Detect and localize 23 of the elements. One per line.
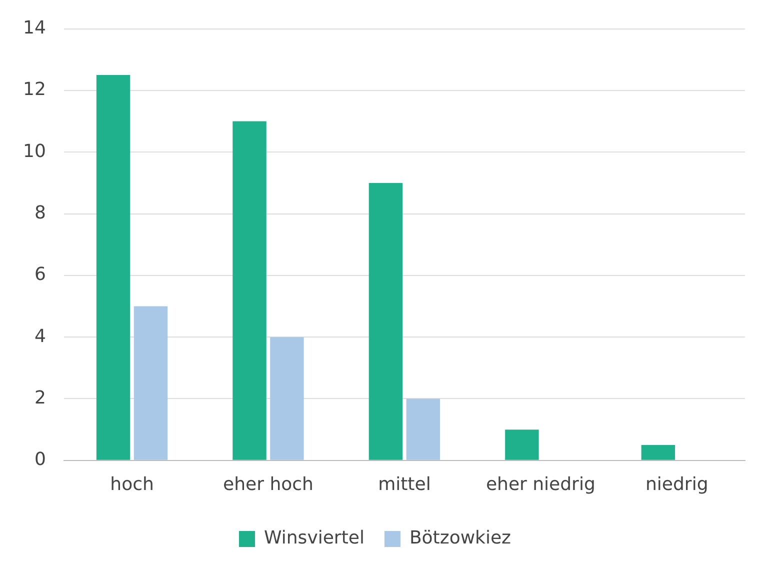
x-tick-label: mittel — [378, 474, 431, 495]
bar — [270, 337, 304, 460]
y-tick-label: 2 — [34, 387, 46, 408]
y-tick-label: 10 — [23, 140, 46, 162]
bar — [406, 398, 440, 460]
y-tick-label: 4 — [34, 326, 46, 347]
bar — [134, 306, 168, 460]
x-tick-label: niedrig — [646, 474, 708, 495]
legend-label: Bötzowkiez — [409, 528, 512, 549]
legend-label: Winsviertel — [264, 528, 364, 549]
y-tick-label: 0 — [34, 449, 46, 470]
y-tick-label: 8 — [34, 202, 46, 224]
y-tick-label: 14 — [23, 17, 46, 38]
y-tick-label: 12 — [23, 79, 46, 100]
x-tick-label: hoch — [110, 474, 154, 495]
bar — [96, 75, 130, 460]
bar — [368, 182, 403, 460]
x-tick-label: eher niedrig — [486, 474, 596, 495]
x-tick-label: eher hoch — [223, 474, 314, 495]
y-tick-label: 6 — [34, 264, 46, 286]
bar — [232, 121, 266, 460]
bar — [505, 430, 539, 460]
bar — [641, 444, 676, 460]
